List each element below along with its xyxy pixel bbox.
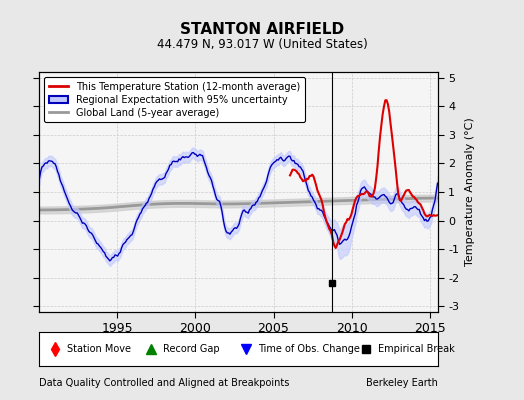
Text: Data Quality Controlled and Aligned at Breakpoints: Data Quality Controlled and Aligned at B…	[39, 378, 290, 388]
Text: Berkeley Earth: Berkeley Earth	[366, 378, 438, 388]
Text: Time of Obs. Change: Time of Obs. Change	[258, 344, 360, 354]
Text: Empirical Break: Empirical Break	[378, 344, 454, 354]
Y-axis label: Temperature Anomaly (°C): Temperature Anomaly (°C)	[465, 118, 475, 266]
Text: 44.479 N, 93.017 W (United States): 44.479 N, 93.017 W (United States)	[157, 38, 367, 51]
Text: Station Move: Station Move	[67, 344, 131, 354]
Text: STANTON AIRFIELD: STANTON AIRFIELD	[180, 22, 344, 37]
Text: Record Gap: Record Gap	[163, 344, 220, 354]
Legend: This Temperature Station (12-month average), Regional Expectation with 95% uncer: This Temperature Station (12-month avera…	[44, 77, 305, 122]
